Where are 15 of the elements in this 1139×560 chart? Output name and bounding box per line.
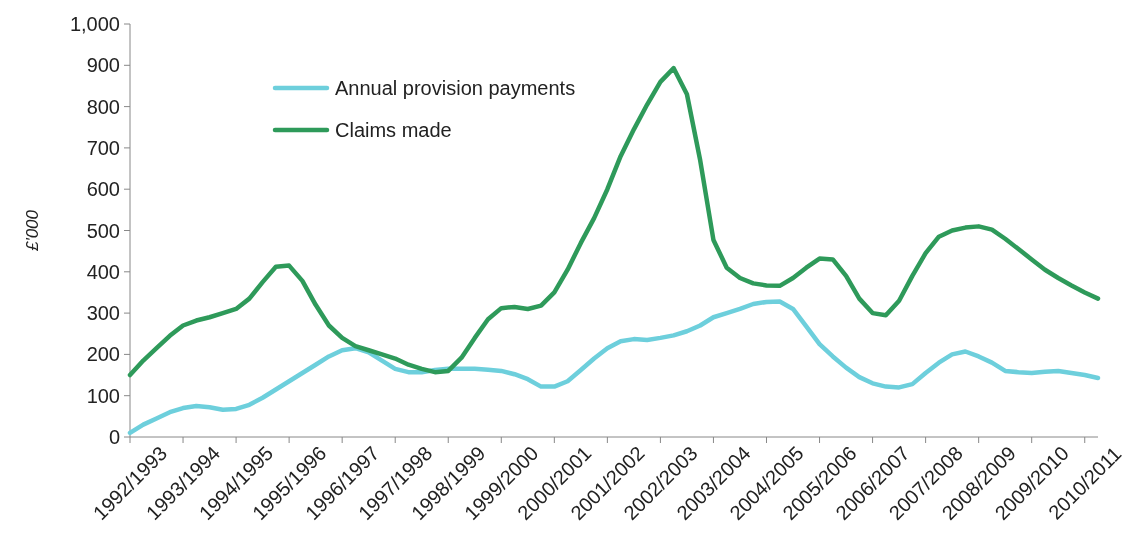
y-tick-label: 200 (86, 343, 120, 366)
line-series (127, 65, 1101, 378)
y-tick-label: 900 (86, 54, 120, 77)
y-tick-label: 600 (86, 178, 120, 201)
y-tick-label: 400 (86, 260, 120, 283)
y-tick-label: 500 (86, 219, 120, 242)
y-axis-title: £'000 (23, 209, 42, 253)
legend-label: Annual provision payments (335, 77, 576, 99)
y-tick-label: 300 (86, 302, 120, 325)
y-tick-label: 800 (86, 95, 120, 118)
y-tick-label: 0 (108, 426, 120, 448)
y-tick-label: 100 (86, 384, 120, 407)
y-tick-label: 700 (86, 136, 120, 159)
y-tick-label: 1,000 (69, 13, 120, 35)
legend-label: Claims made (335, 119, 452, 141)
